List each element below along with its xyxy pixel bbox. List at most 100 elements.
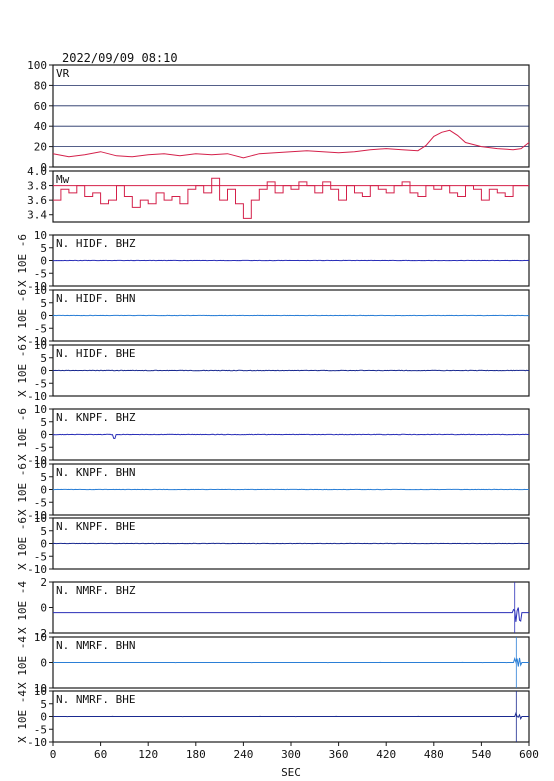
y-tick-label: 0 [40,602,47,615]
x-tick-label: 0 [50,748,57,761]
y-tick-label: 100 [27,59,47,72]
y-tick-label: 3.6 [27,194,47,207]
trace-knpf-bhz [52,433,530,440]
x-tick-label: 480 [424,748,444,761]
y-tick-label: 0 [40,538,47,551]
y-tick-label: 3.4 [27,209,47,222]
y-tick-label: 0 [40,161,47,174]
y-axis-label: X 10E -4 [16,636,29,689]
panel-mw: 4.0 3.83.6 3.4 Mw [27,165,530,223]
y-tick-label: -5 [34,723,47,736]
y-tick-label: 0 [40,657,47,670]
panel-label: N. KNPF. BHE [56,520,135,533]
y-tick-label: 5 [40,416,47,429]
y-tick-label: 60 [34,100,47,113]
y-tick-label: 0 [40,365,47,378]
y-tick-label: -10 [27,390,47,403]
y-tick-label: 10 [34,512,47,525]
y-tick-label: -10 [27,563,47,576]
y-tick-label: -10 [27,509,47,522]
y-tick-label: 40 [34,120,47,133]
y-tick-label: -2 [34,627,47,640]
x-tick-label: 180 [186,748,206,761]
y-tick-label: -5 [34,322,47,335]
y-tick-label: 10 [34,339,47,352]
panel-label: VR [56,67,70,80]
y-tick-label: -10 [27,280,47,293]
panel-label: N. HIDF. BHE [56,347,135,360]
y-tick-label: 2 [40,576,47,589]
panel-label: Mw [56,173,70,186]
y-tick-label: -10 [27,335,47,348]
y-tick-label: 10 [34,229,47,242]
y-tick-label: 3.8 [27,180,47,193]
panel-label: N. KNPF. BHZ [56,411,136,424]
x-tick-label: 420 [376,748,396,761]
panel-label: N. NMRF. BHE [56,693,135,706]
panel-vr: 100 80 60 40 20 0 VR [27,59,530,174]
y-tick-label: 4.0 [27,165,47,178]
y-tick-label: 10 [34,284,47,297]
y-tick-label: 0 [40,711,47,724]
y-tick-label: 5 [40,352,47,365]
y-axis-label: X 10E -6 [16,517,29,570]
y-axis-label: X 10E -4 [16,690,29,743]
y-tick-label: 0 [40,255,47,268]
y-tick-label: 10 [34,685,47,698]
y-tick-label: -5 [34,441,47,454]
x-tick-label: 600 [519,748,539,761]
y-tick-label: 5 [40,471,47,484]
y-axis-label: X 10E -4 [16,581,29,634]
x-tick-label: 360 [329,748,349,761]
y-axis-label: X 10E -6 [16,344,29,397]
x-tick-label: 300 [281,748,301,761]
y-tick-label: 10 [34,458,47,471]
y-tick-label: 10 [34,631,47,644]
y-tick-label: -10 [27,736,47,749]
y-axis-label: X 10E -6 [16,234,29,287]
panel-label: N. NMRF. BHN [56,639,135,652]
x-tick-label: 60 [94,748,107,761]
y-tick-label: -5 [34,377,47,390]
x-tick-label: 540 [471,748,491,761]
trace-nmrf-bhz [53,607,529,622]
panel-frame [52,170,530,223]
panel-label: N. HIDF. BHN [56,292,135,305]
y-tick-label: 5 [40,297,47,310]
x-axis: 0 60 120 180 240 300 360 420 480 540 600 [50,742,539,761]
y-tick-label: 0 [40,429,47,442]
y-tick-label: -10 [27,454,47,467]
y-tick-label: 10 [34,403,47,416]
panel-nmrf-bhe: 10 50-5-10 N. NMRF. BHE X 10E -4 [16,685,530,749]
series-line-mw [53,177,529,219]
panels-group: 100806040200VR4.03.83.63.4Mw1050-5-10N. … [16,59,530,749]
y-tick-label: -5 [34,267,47,280]
panel-nmrf-bhz: 2 0 -2 N. NMRF. BHZ X 10E -4 [16,576,530,640]
panel-frame [52,64,530,168]
x-axis-label: SEC [281,766,301,779]
series-line-vr [52,129,530,159]
trace-nmrf-bhe [53,711,529,720]
panel-nmrf-bhn: 10 0 10 N. NMRF. BHN X 10E -4 [16,631,530,695]
panel-label: N. HIDF. BHZ [56,237,136,250]
datetime-header: 2022/09/09 08:10 [62,51,178,65]
y-tick-label: 5 [40,525,47,538]
x-tick-label: 240 [233,748,253,761]
x-tick-label: 120 [138,748,158,761]
y-axis-label: X 10E -6 [16,463,29,516]
trace-nmrf-bhn [53,656,529,667]
y-tick-label: 5 [40,242,47,255]
y-tick-label: 0 [40,310,47,323]
y-tick-label: -5 [34,496,47,509]
y-tick-label: 5 [40,698,47,711]
panel-label: N. KNPF. BHN [56,466,135,479]
y-tick-label: 10 [34,682,47,695]
y-tick-label: 0 [40,484,47,497]
